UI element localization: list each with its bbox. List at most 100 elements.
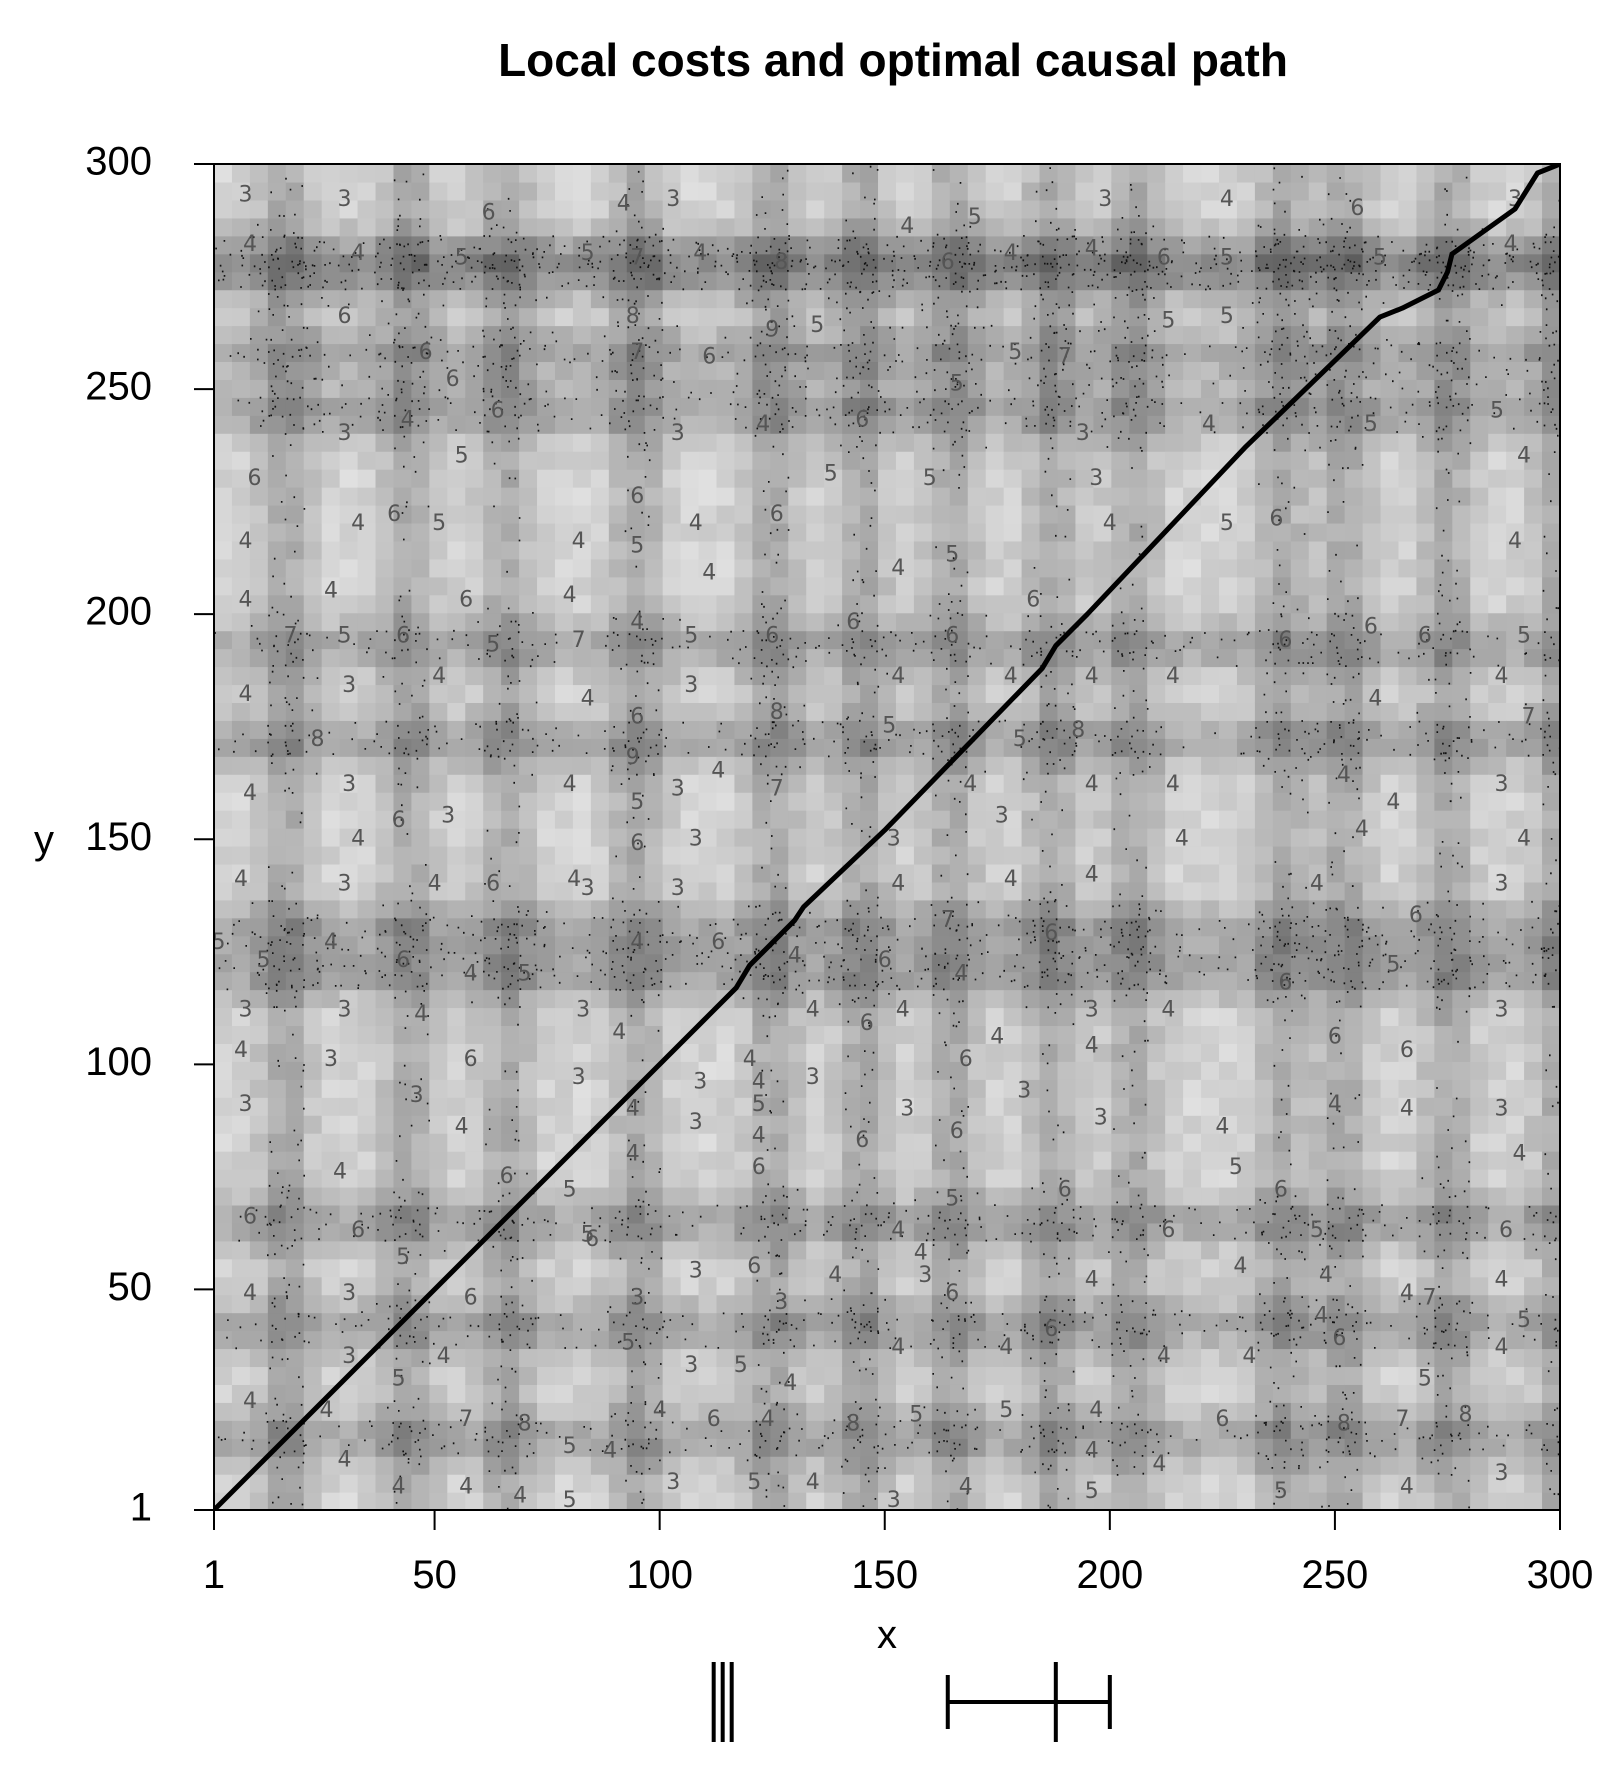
heatmap-cell	[572, 594, 592, 614]
heatmap-cell	[716, 307, 736, 327]
heatmap-cell	[1147, 684, 1166, 703]
heatmap-cell	[501, 469, 520, 488]
heatmap-cell	[1326, 1007, 1346, 1027]
heatmap-cell	[447, 1492, 466, 1510]
heatmap-cell	[626, 1061, 646, 1080]
heatmap-cell	[608, 989, 628, 1009]
heatmap-cell	[985, 558, 1005, 578]
heatmap-cell	[1290, 576, 1310, 596]
heatmap-cell	[1093, 720, 1112, 739]
heatmap-cell	[339, 828, 359, 847]
heatmap-cell	[429, 1079, 448, 1098]
heatmap-cell	[1183, 917, 1202, 937]
heatmap-cell	[1093, 217, 1112, 237]
heatmap-cell	[788, 1007, 807, 1027]
heatmap-cell	[1326, 558, 1346, 578]
heatmap-cell	[842, 469, 861, 488]
heatmap-cell	[644, 720, 664, 739]
heatmap-cell	[1326, 1294, 1346, 1314]
heatmap-cell	[878, 720, 897, 739]
heatmap-cell	[1183, 1079, 1202, 1098]
heatmap-cell	[1183, 1258, 1202, 1278]
heatmap-cell	[249, 1474, 269, 1493]
heatmap-cell	[1111, 469, 1130, 488]
heatmap-cell	[734, 720, 753, 739]
heatmap-cell	[1165, 1384, 1184, 1403]
heatmap-cell	[1147, 558, 1166, 578]
heatmap-cell	[1021, 1204, 1041, 1224]
heatmap-cell	[393, 1366, 413, 1385]
heatmap-cell	[860, 935, 879, 955]
heatmap-cell	[1057, 953, 1077, 973]
heatmap-cell	[662, 899, 682, 919]
heatmap-cell	[1380, 1204, 1400, 1224]
heatmap-cell	[680, 594, 700, 614]
heatmap-cell	[249, 1330, 269, 1350]
heatmap-cell	[1344, 379, 1364, 398]
heatmap-cell	[1236, 1007, 1256, 1027]
heatmap-cell	[1254, 1474, 1274, 1493]
heatmap-cell	[1021, 648, 1041, 668]
heatmap-cell	[501, 1348, 520, 1368]
heatmap-cell	[698, 738, 718, 757]
heatmap-cell	[1308, 253, 1328, 273]
heatmap-cell	[913, 1186, 933, 1206]
heatmap-cell	[1147, 881, 1166, 901]
heatmap-cell	[231, 540, 251, 560]
heatmap-cell	[339, 720, 359, 739]
heatmap-cell	[393, 1025, 413, 1044]
heatmap-cell	[1057, 576, 1077, 596]
heatmap-cell	[878, 433, 897, 452]
heatmap-cell	[1057, 1456, 1077, 1475]
heatmap-cell	[1075, 845, 1094, 865]
heatmap-cell	[1380, 199, 1400, 219]
heatmap-cell	[824, 989, 843, 1009]
heatmap-cell	[590, 325, 610, 345]
heatmap-cell	[1003, 1186, 1023, 1206]
heatmap-cell	[1057, 361, 1077, 380]
heatmap-cell	[411, 881, 430, 901]
heatmap-cell	[411, 1079, 430, 1098]
heatmap-cell	[1254, 522, 1274, 542]
heatmap-cell	[860, 1151, 879, 1170]
heatmap-cell	[339, 1294, 359, 1314]
heatmap-cell	[931, 469, 951, 488]
heatmap-cell	[393, 863, 413, 883]
heatmap-cell	[339, 469, 359, 488]
heatmap-cell	[1093, 1258, 1112, 1278]
heatmap-cell	[644, 738, 664, 757]
heatmap-cell	[1272, 666, 1292, 686]
heatmap-cell	[447, 217, 466, 237]
heatmap-cell	[214, 1276, 233, 1296]
heatmap-cell	[267, 774, 287, 793]
heatmap-cell	[1344, 415, 1364, 434]
heatmap-cell	[1344, 1043, 1364, 1062]
heatmap-cell	[985, 1079, 1005, 1098]
heatmap-cell	[537, 1097, 556, 1116]
heatmap-cell	[608, 307, 628, 327]
heatmap-cell	[1362, 576, 1382, 596]
heatmap-cell	[1129, 361, 1148, 380]
heatmap-cell	[214, 325, 233, 345]
heatmap-cell	[1362, 594, 1382, 614]
heatmap-cell	[1165, 1330, 1184, 1350]
heatmap-cell	[716, 1474, 736, 1493]
heatmap-cell	[411, 612, 430, 632]
heatmap-cell	[608, 1492, 628, 1510]
heatmap-cell	[1165, 1348, 1184, 1368]
heatmap-cell	[860, 1204, 879, 1224]
heatmap-cell	[770, 379, 789, 398]
heatmap-cell	[483, 1025, 502, 1044]
heatmap-cell	[716, 361, 736, 380]
heatmap-cell	[357, 1151, 377, 1170]
heatmap-cell	[321, 1366, 341, 1385]
heatmap-cell	[465, 1330, 484, 1350]
heatmap-cell	[680, 881, 700, 901]
heatmap-cell	[465, 1420, 484, 1439]
heatmap-cell	[1021, 1402, 1041, 1421]
heatmap-cell	[1093, 1438, 1112, 1457]
heatmap-cell	[519, 1240, 538, 1260]
heatmap-cell	[878, 612, 897, 632]
heatmap-cell	[1201, 863, 1220, 883]
heatmap-cell	[949, 989, 969, 1009]
